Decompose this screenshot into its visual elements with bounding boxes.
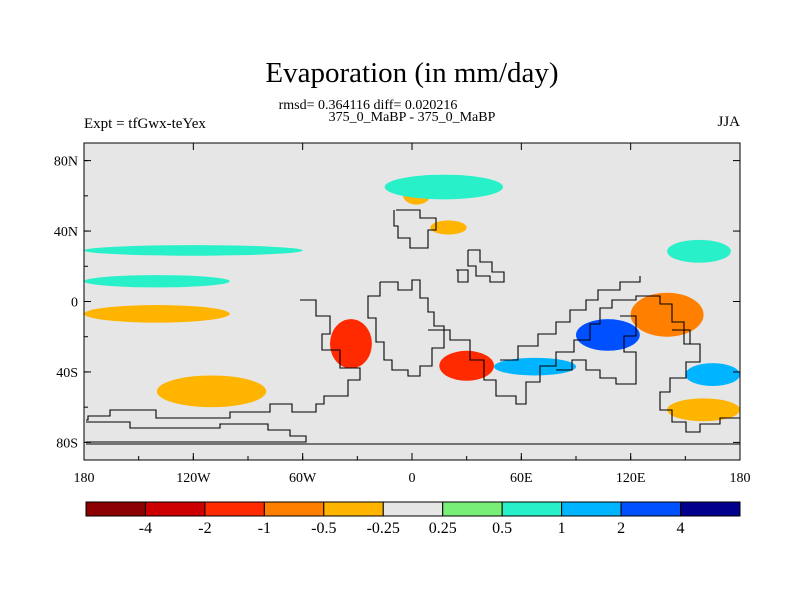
colorbar-swatch <box>85 501 146 517</box>
colorbar-swatch <box>382 501 444 517</box>
colorbar-swatch <box>323 501 384 517</box>
x-tick-label: 120E <box>616 471 646 486</box>
anomaly-east-margin-red <box>630 292 704 337</box>
colorbar-label: -1 <box>258 520 271 537</box>
x-tick-label: 60W <box>289 471 317 486</box>
coastline-southern-continent <box>86 299 361 421</box>
map-plot-area: 180 120W 60W 0 60E 120E 180 80N 40N 0 40S 80S <box>54 142 751 486</box>
x-tick-label: 180 <box>74 471 95 486</box>
anomaly-gondwana-margin-blue <box>576 319 640 351</box>
anomaly-equatorial-pacific-orange <box>98 336 166 358</box>
colorbar-label: -0.25 <box>367 520 400 537</box>
anomaly-arctic-green <box>384 174 504 200</box>
coastline-tethys-margin <box>500 276 641 361</box>
colorbar-label: 0.25 <box>429 520 457 537</box>
coastline-mid-island <box>456 269 469 283</box>
y-tick-label: 0 <box>71 296 78 311</box>
y-tick-label: 40S <box>56 366 78 381</box>
colorbar-label: -0.5 <box>311 520 336 537</box>
y-tick-label: 40N <box>54 225 78 240</box>
colorbar-swatch <box>680 501 741 517</box>
colorbar-label: 0.5 <box>492 520 512 537</box>
subtitle-stats: rmsd= 0.364116 diff= 0.020216 <box>279 98 458 113</box>
coastline-northern-islands <box>467 249 505 283</box>
colorbar-swatch <box>204 501 265 517</box>
colorbar-label: 1 <box>558 520 566 537</box>
y-tick-label: 80N <box>54 155 78 170</box>
anomaly-southeast-pacific-blue <box>685 363 741 387</box>
coastline-eastern-strip <box>672 329 700 345</box>
chart-title: Evaporation (in mm/day) <box>265 57 558 89</box>
subtitle-cases: 375_0_MaBP - 375_0_MaBP <box>329 110 496 125</box>
anomaly-mid-continent-orange <box>430 220 467 235</box>
y-tick-label: 80S <box>56 436 78 451</box>
coastline-west-ocean-rim <box>393 209 437 249</box>
y-axis: 80N 40N 0 40S 80S <box>54 155 740 451</box>
x-axis: 180 120W 60W 0 60E 120E 180 <box>74 143 751 486</box>
colorbar-swatch <box>144 501 206 517</box>
x-tick-label: 180 <box>730 471 751 486</box>
anomaly-southern-africa-red <box>439 350 494 381</box>
coastline-east-inner <box>556 315 637 385</box>
colorbar-swatch <box>501 501 563 517</box>
anomaly-tropical-atlantic-red <box>330 319 372 369</box>
x-tick-label: 120W <box>176 471 211 486</box>
colorbar-label: 4 <box>677 520 685 537</box>
anomaly-south-pacific-orange-east <box>667 398 740 422</box>
anomaly-east-pacific-green <box>667 239 731 263</box>
paleo-coastlines <box>86 209 740 445</box>
colorbar-label: 2 <box>617 520 625 537</box>
colorbar-label: -2 <box>198 520 211 537</box>
colorbar-swatch <box>620 501 682 517</box>
colorbar: -4 -2 -1 -0.5 -0.25 0.25 0.5 1 2 4 <box>85 501 741 537</box>
colorbar-swatch <box>442 501 503 517</box>
coastline-central-continent <box>367 279 445 377</box>
colorbar-swatch <box>561 501 622 517</box>
coastline-south-polar <box>86 421 307 443</box>
season-label: JJA <box>717 114 740 130</box>
anomaly-north-atlantic-south-band <box>84 305 230 323</box>
anomaly-nh-high-lat-green-west <box>83 245 303 256</box>
x-tick-label: 60E <box>510 471 533 486</box>
coastline-east-continent <box>428 295 740 433</box>
colorbar-swatch <box>263 501 325 517</box>
colorbar-label: -4 <box>139 520 152 537</box>
anomaly-south-pacific-orange <box>156 375 267 408</box>
experiment-label: Expt = tfGwx-teYex <box>84 116 206 132</box>
anomaly-nh-subtropic-green-west <box>84 275 230 288</box>
x-tick-label: 0 <box>409 471 416 486</box>
